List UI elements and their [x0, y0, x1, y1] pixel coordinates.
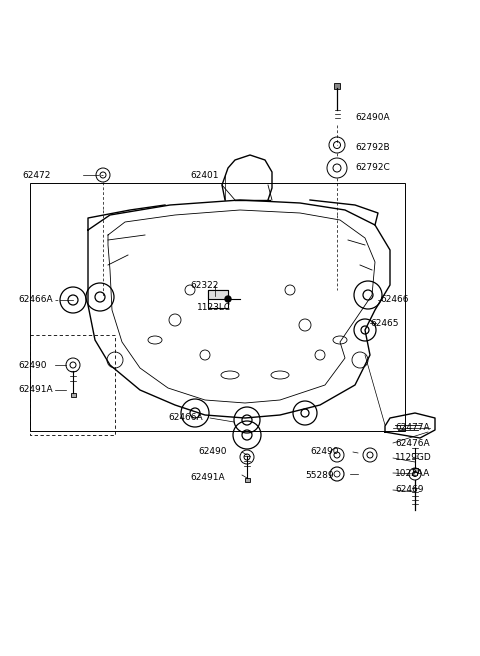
Bar — [244, 478, 250, 482]
Text: 62466A: 62466A — [18, 295, 53, 304]
Text: 1022AA: 1022AA — [395, 468, 430, 478]
Text: 62469: 62469 — [395, 485, 423, 495]
Text: 1123LC: 1123LC — [197, 302, 231, 312]
Text: 55289: 55289 — [305, 470, 334, 480]
Text: 62476A: 62476A — [395, 438, 430, 447]
Bar — [30, 335, 115, 435]
Text: 62490A: 62490A — [355, 113, 390, 123]
Text: 62491A: 62491A — [18, 386, 53, 394]
Text: 62466A: 62466A — [168, 413, 203, 422]
Bar — [208, 290, 228, 299]
Text: 62792C: 62792C — [355, 163, 390, 173]
Bar — [71, 393, 75, 397]
Circle shape — [225, 296, 231, 302]
Bar — [208, 290, 228, 308]
Text: 62322: 62322 — [190, 281, 218, 289]
Bar — [30, 183, 405, 431]
Text: 1129GD: 1129GD — [395, 453, 432, 462]
Text: 62477A: 62477A — [395, 424, 430, 432]
Bar — [412, 468, 418, 472]
Text: 62792B: 62792B — [355, 144, 390, 152]
Text: 62491A: 62491A — [190, 474, 225, 483]
Text: 62490: 62490 — [18, 361, 47, 369]
Text: 62490: 62490 — [198, 447, 227, 457]
Text: 62401: 62401 — [190, 171, 218, 180]
Text: 62465: 62465 — [370, 319, 398, 327]
Text: 62472: 62472 — [22, 171, 50, 180]
Text: 62466: 62466 — [380, 295, 408, 304]
Bar — [334, 83, 340, 89]
Text: 62490: 62490 — [310, 447, 338, 457]
